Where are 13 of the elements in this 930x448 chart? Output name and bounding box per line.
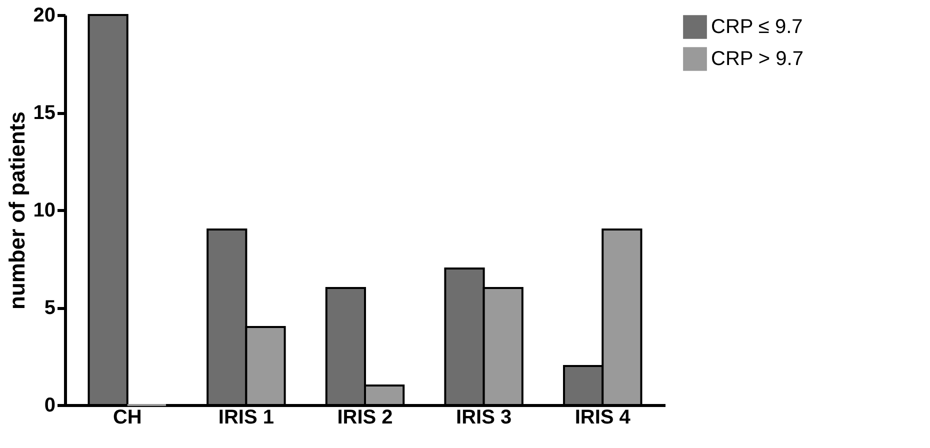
x-tick-label: IRIS 3 bbox=[456, 406, 512, 428]
y-tick-label: 5 bbox=[44, 297, 56, 319]
y-tick-label: 0 bbox=[44, 394, 56, 416]
y-axis-title: number of patients bbox=[4, 111, 30, 310]
legend-label: CRP ≤ 9.7 bbox=[711, 16, 803, 38]
x-tick-label: IRIS 1 bbox=[218, 406, 274, 428]
y-tick-label: 15 bbox=[33, 102, 56, 124]
y-tick-label: 10 bbox=[33, 200, 56, 222]
x-tick-label: IRIS 2 bbox=[337, 406, 393, 428]
x-tick-label: CH bbox=[112, 406, 142, 428]
legend-label: CRP > 9.7 bbox=[711, 48, 804, 70]
y-tick-label: 20 bbox=[33, 4, 56, 26]
x-tick-label: IRIS 4 bbox=[574, 406, 632, 428]
